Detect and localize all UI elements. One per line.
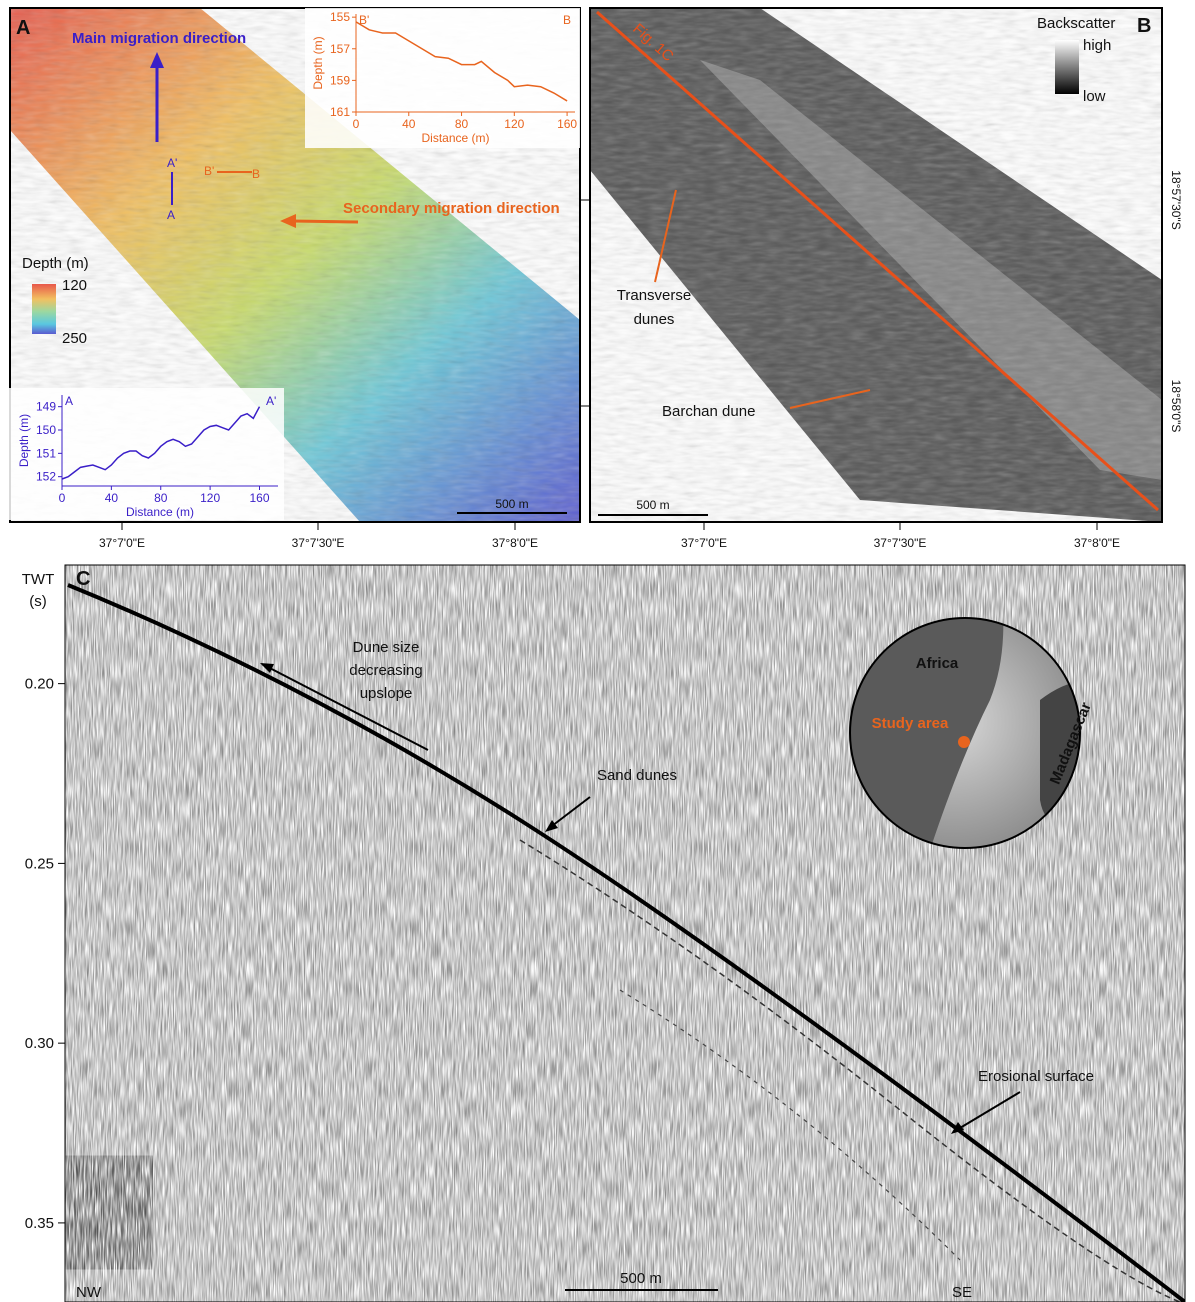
- y-tick-label: 149: [36, 400, 56, 414]
- annotation: Main migration direction: [72, 30, 246, 47]
- inset-label: Study area: [872, 715, 949, 732]
- annotation: Barchan dune: [662, 403, 755, 420]
- x-tick-label: 0: [353, 117, 360, 131]
- x-tick-label: 80: [455, 117, 469, 131]
- annotation: Dune size: [353, 639, 420, 656]
- profile-end: B: [563, 13, 571, 27]
- x-tick-label: 120: [200, 491, 220, 505]
- lon-label: 37°8'0"E: [492, 536, 538, 550]
- y-tick-label: 151: [36, 446, 56, 460]
- colorbar: [1055, 40, 1079, 94]
- direction-label: NW: [76, 1284, 102, 1301]
- lat-label: 18°57'30"S: [1169, 170, 1183, 229]
- direction-label: SE: [952, 1284, 972, 1301]
- figure: A Main migration direction A' A B' B Sec…: [0, 0, 1195, 1302]
- scale-label: 500 m: [636, 498, 669, 512]
- y-tick-label: 150: [36, 423, 56, 437]
- y-tick-label: 159: [330, 73, 350, 87]
- profile-end: A: [65, 394, 73, 408]
- panel-label: A: [16, 17, 30, 39]
- y-tick-label: 0.20: [25, 676, 54, 693]
- x-tick-label: 80: [154, 491, 168, 505]
- colorbar-label: 120: [62, 277, 87, 294]
- colorbar-label: 250: [62, 330, 87, 347]
- y-tick-label: 161: [330, 105, 350, 119]
- annotation: decreasing: [349, 662, 422, 679]
- axis-title: TWT: [22, 571, 54, 588]
- colorbar-label: low: [1083, 88, 1106, 105]
- colorbar: [32, 284, 56, 334]
- x-tick-label: 0: [59, 491, 66, 505]
- annotation: Transverse: [617, 287, 691, 304]
- panel-label: B: [1137, 15, 1151, 37]
- lon-label: 37°7'0"E: [99, 536, 145, 550]
- profile-label: A': [167, 156, 177, 170]
- lon-label: 37°7'0"E: [681, 536, 727, 550]
- profile-end: A': [266, 394, 276, 408]
- arrow: [292, 221, 358, 222]
- lon-label: 37°7'30"E: [874, 536, 927, 550]
- x-tick-label: 40: [402, 117, 416, 131]
- annotation: Sand dunes: [597, 767, 677, 784]
- axis-title: (s): [29, 593, 47, 610]
- y-tick-label: 0.30: [25, 1035, 54, 1052]
- y-tick-label: 157: [330, 42, 350, 56]
- y-tick-label: 152: [36, 470, 56, 484]
- colorbar-label: high: [1083, 37, 1111, 54]
- lon-label: 37°7'30"E: [292, 536, 345, 550]
- lon-label: 37°8'0"E: [1074, 536, 1120, 550]
- scale-label: 500 m: [620, 1270, 662, 1287]
- legend-title: Depth (m): [22, 255, 89, 272]
- profile-label: B: [252, 167, 260, 181]
- y-tick-label: 0.25: [25, 855, 54, 872]
- x-tick-label: 160: [249, 491, 269, 505]
- inset-label: Africa: [916, 655, 959, 672]
- profile-label: B': [204, 164, 214, 178]
- annotation: upslope: [360, 685, 413, 702]
- x-axis-title: Distance (m): [126, 505, 194, 519]
- annotation: dunes: [634, 311, 675, 328]
- annotation: Secondary migration direction: [343, 200, 560, 217]
- annotation: Erosional surface: [978, 1068, 1094, 1085]
- panel-label: C: [76, 568, 90, 590]
- x-tick-label: 40: [105, 491, 119, 505]
- profile-label: A: [167, 208, 175, 222]
- y-tick-label: 155: [330, 10, 350, 24]
- y-tick-label: 0.35: [25, 1215, 54, 1232]
- lat-label: 18°58'0"S: [1169, 380, 1183, 433]
- y-axis-title: Depth (m): [17, 414, 31, 467]
- y-axis-title: Depth (m): [311, 36, 325, 89]
- scale-label: 500 m: [495, 497, 528, 511]
- x-tick-label: 120: [504, 117, 524, 131]
- x-axis-title: Distance (m): [421, 131, 489, 145]
- legend-title: Backscatter: [1037, 15, 1115, 32]
- x-tick-label: 160: [557, 117, 577, 131]
